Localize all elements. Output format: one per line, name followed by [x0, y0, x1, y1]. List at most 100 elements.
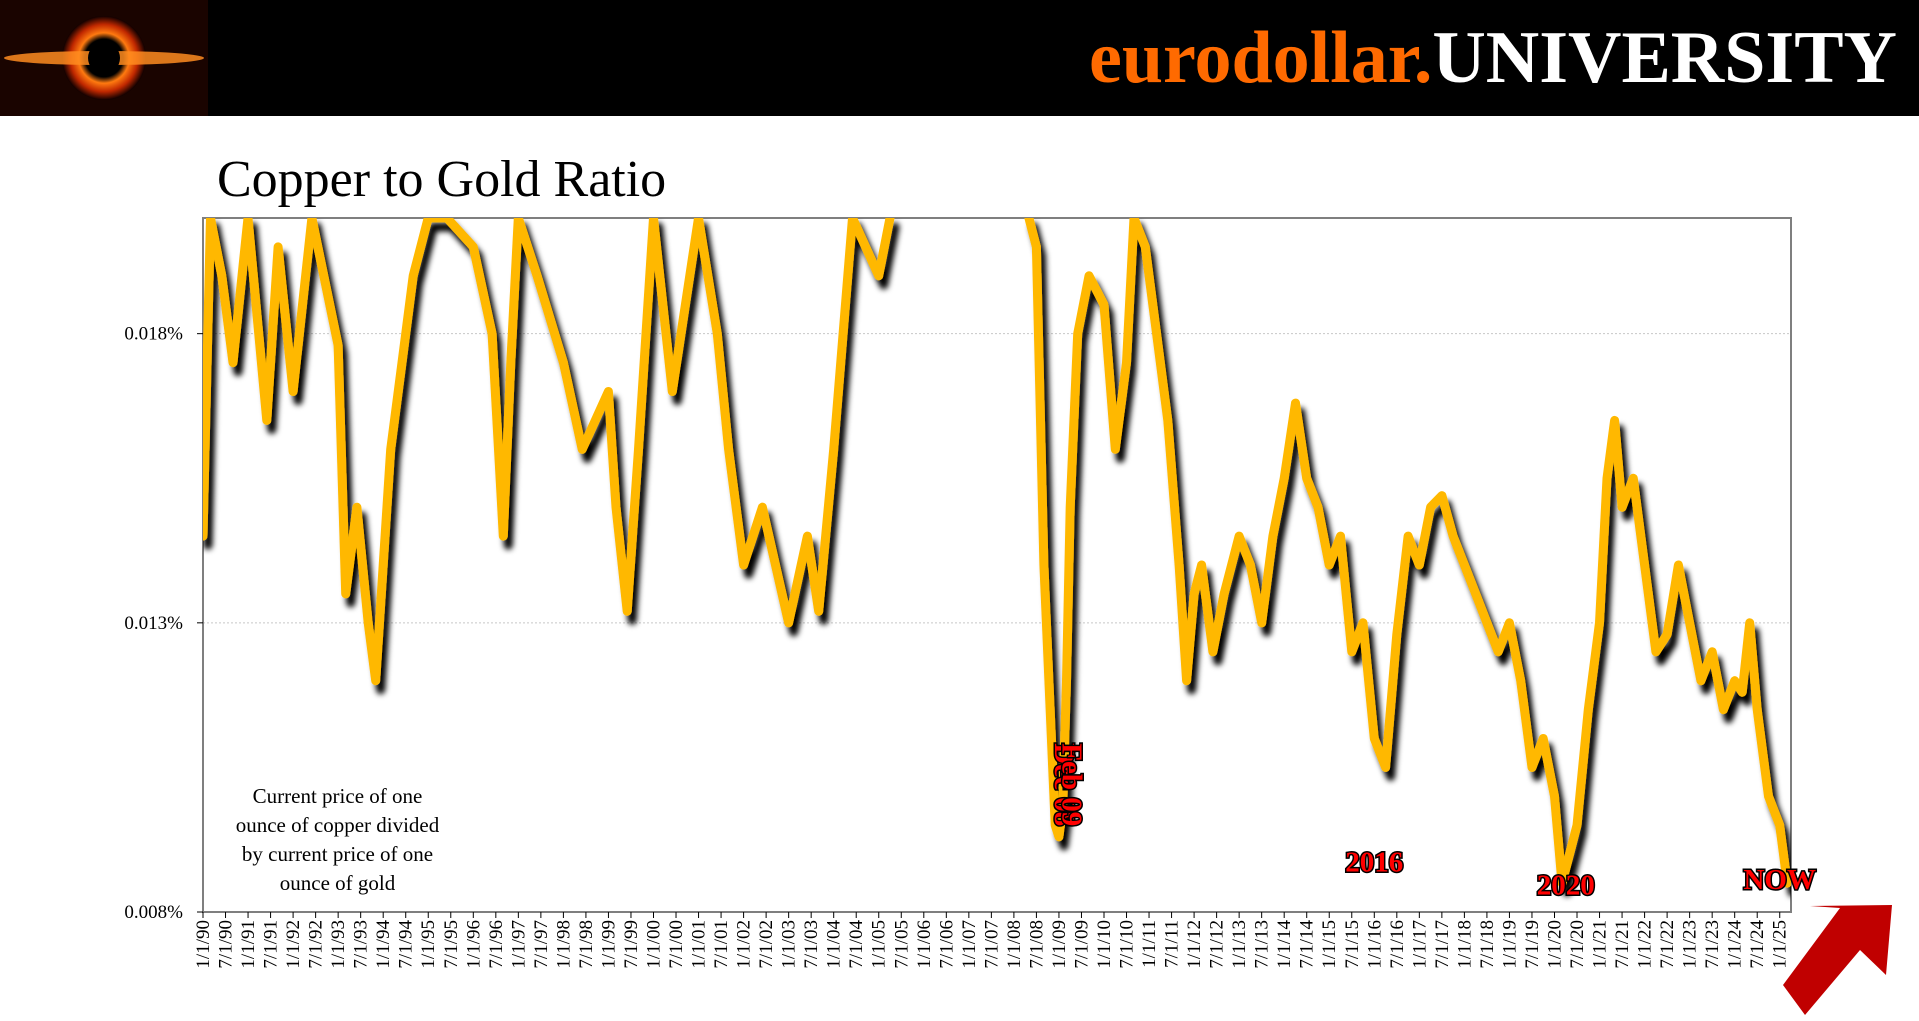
x-tick-label: 1/1/17	[1409, 920, 1430, 969]
x-tick-label: 7/1/97	[531, 920, 552, 969]
x-tick-label: 7/1/96	[486, 920, 507, 969]
x-tick-label: 7/1/92	[306, 920, 327, 969]
x-tick-label: 7/1/07	[981, 920, 1002, 969]
annotation-label: Dec 08	[1048, 743, 1080, 826]
arrow-up-left-icon	[1783, 905, 1892, 1015]
x-tick-label: 1/1/04	[824, 920, 845, 969]
x-tick-label: 1/1/05	[869, 920, 890, 969]
x-tick-label: 1/1/25	[1770, 920, 1791, 969]
x-tick-label: 1/1/09	[1049, 920, 1070, 969]
x-tick-label: 1/1/12	[1184, 920, 1205, 969]
y-tick-label: 0.008%	[124, 902, 183, 923]
x-tick-label: 1/1/06	[914, 920, 935, 969]
x-tick-label: 1/1/93	[328, 920, 349, 969]
x-tick-label: 1/1/23	[1680, 920, 1701, 969]
black-hole-icon	[0, 0, 208, 116]
note-line: by current price of one	[241, 842, 434, 866]
x-tick-label: 7/1/99	[621, 920, 642, 969]
x-tick-label: 7/1/24	[1747, 920, 1768, 969]
plot-frame	[202, 217, 1792, 913]
x-tick-label: 7/1/19	[1522, 920, 1543, 969]
x-tick-label: 1/1/97	[508, 920, 529, 969]
x-tick-label: 7/1/14	[1297, 920, 1318, 969]
brand-part1: eurodollar.	[1088, 17, 1433, 99]
x-tick-label: 1/1/15	[1319, 920, 1340, 969]
x-tick-label: 1/1/22	[1635, 920, 1656, 969]
annotation-label: NOW	[1743, 864, 1816, 896]
x-tick-label: 7/1/09	[1071, 920, 1092, 969]
x-tick-label: 7/1/23	[1702, 920, 1723, 969]
x-tick-label: 7/1/17	[1432, 920, 1453, 969]
x-tick-label: 1/1/03	[779, 920, 800, 969]
x-tick-label: 1/1/08	[1004, 920, 1025, 969]
x-tick-label: 7/1/21	[1612, 920, 1633, 969]
chart-note: Current price of one ounce of copper div…	[215, 782, 460, 898]
x-tick-label: 7/1/93	[351, 920, 372, 969]
x-tick-label: 1/1/91	[238, 920, 259, 969]
note-line: ounce of gold	[279, 871, 396, 895]
x-tick-label: 1/1/94	[373, 920, 394, 969]
x-tick-label: 7/1/18	[1477, 920, 1498, 969]
x-tick-label: 7/1/90	[216, 920, 237, 969]
x-tick-label: 7/1/05	[891, 920, 912, 969]
series-line	[203, 218, 895, 686]
x-tick-label: 7/1/95	[441, 920, 462, 969]
chart-title: Copper to Gold Ratio	[217, 151, 667, 208]
y-axis: 0.008% 0.013% 0.018%	[124, 324, 203, 923]
x-tick-label: 1/1/16	[1364, 920, 1385, 969]
x-tick-label: 7/1/94	[396, 920, 417, 969]
x-tick-label: 1/1/95	[418, 920, 439, 969]
x-tick-label: 7/1/02	[756, 920, 777, 969]
brand-wordmark: eurodollar.UNIVERSITY	[1089, 10, 1897, 106]
x-tick-label: 7/1/13	[1252, 920, 1273, 969]
note-line: ounce of copper divided	[235, 813, 440, 837]
series-line	[1024, 218, 1791, 888]
x-tick-label: 7/1/08	[1026, 920, 1047, 969]
y-tick-label: 0.018%	[124, 324, 183, 345]
x-tick-label: 7/1/00	[666, 920, 687, 969]
annotation-label: Feb 09	[1056, 743, 1088, 826]
x-tick-label: 1/1/11	[1139, 920, 1160, 968]
x-tick-label: 1/1/24	[1725, 920, 1746, 969]
x-tick-label: 1/1/10	[1094, 920, 1115, 969]
x-tick-label: 7/1/22	[1657, 920, 1678, 969]
annotation-label: 2020	[1537, 870, 1595, 902]
x-tick-label: 1/1/20	[1544, 920, 1565, 969]
x-tick-label: 1/1/90	[193, 920, 214, 969]
x-tick-label: 1/1/00	[643, 920, 664, 969]
x-tick-label: 1/1/01	[689, 920, 710, 969]
series-layer	[203, 218, 1791, 888]
x-tick-label: 1/1/14	[1274, 920, 1295, 969]
grid-layer	[203, 333, 1791, 624]
x-tick-label: 7/1/10	[1117, 920, 1138, 969]
x-tick-label: 1/1/18	[1454, 920, 1475, 969]
x-tick-label: 1/1/92	[283, 920, 304, 969]
header-banner: eurodollar.UNIVERSITY	[0, 0, 1919, 116]
x-tick-label: 1/1/02	[734, 920, 755, 969]
x-tick-label: 7/1/04	[846, 920, 867, 969]
x-tick-label: 1/1/13	[1229, 920, 1250, 969]
x-axis: 1/1/90 7/1/90 1/1/91 7/1/91 1/1/92 7/1/92 1/1/…	[193, 912, 1791, 969]
x-tick-label: 1/1/99	[598, 920, 619, 969]
x-tick-label: 7/1/20	[1567, 920, 1588, 969]
annotation-label: 2016	[1345, 847, 1403, 879]
x-tick-label: 1/1/96	[463, 920, 484, 969]
x-tick-label: 1/1/21	[1590, 920, 1611, 969]
x-tick-label: 7/1/12	[1207, 920, 1228, 969]
x-tick-label: 7/1/91	[261, 920, 282, 969]
x-tick-label: 7/1/11	[1162, 920, 1183, 968]
x-tick-label: 1/1/19	[1499, 920, 1520, 969]
x-tick-label: 7/1/16	[1387, 920, 1408, 969]
y-tick-label: 0.013%	[124, 613, 183, 634]
brand-part2: UNIVERSITY	[1432, 17, 1897, 99]
x-tick-label: 7/1/03	[801, 920, 822, 969]
x-tick-label: 7/1/98	[576, 920, 597, 969]
x-tick-label: 1/1/98	[553, 920, 574, 969]
x-tick-label: 1/1/07	[959, 920, 980, 969]
note-line: Current price of one	[252, 784, 423, 808]
x-tick-label: 7/1/01	[711, 920, 732, 969]
x-tick-label: 7/1/15	[1342, 920, 1363, 969]
x-tick-label: 7/1/06	[936, 920, 957, 969]
